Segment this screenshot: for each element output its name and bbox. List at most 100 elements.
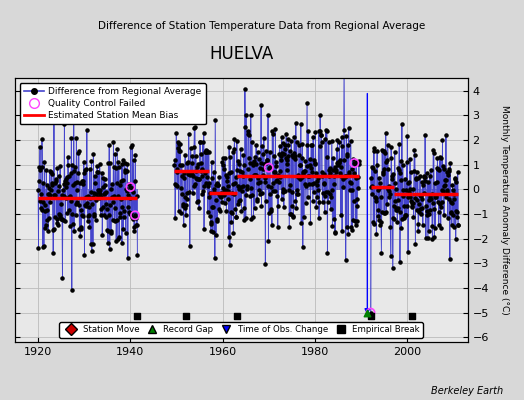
Point — [93, 169, 101, 176]
Point — [187, 169, 195, 175]
Point — [132, 214, 140, 221]
Point — [89, 194, 97, 200]
Point — [381, 150, 389, 156]
Point — [179, 203, 188, 209]
Point — [215, 174, 223, 180]
Point — [230, 136, 238, 142]
Point — [223, 174, 231, 180]
Point — [403, 132, 411, 139]
Point — [106, 229, 115, 236]
Point — [382, 209, 390, 216]
Point — [452, 178, 460, 185]
Point — [176, 148, 184, 154]
Point — [46, 192, 54, 198]
Point — [176, 141, 184, 148]
Point — [342, 132, 351, 139]
Point — [131, 212, 139, 218]
Point — [227, 190, 236, 196]
Point — [39, 198, 47, 205]
Point — [454, 222, 462, 228]
Point — [394, 165, 402, 171]
Point — [207, 220, 215, 227]
Point — [59, 187, 68, 194]
Point — [429, 200, 437, 206]
Point — [403, 180, 412, 186]
Point — [377, 249, 386, 256]
Point — [331, 230, 339, 236]
Point — [112, 217, 121, 224]
Point — [326, 191, 334, 198]
Point — [186, 172, 194, 178]
Point — [276, 174, 285, 180]
Point — [266, 149, 274, 155]
Point — [83, 200, 91, 206]
Point — [215, 208, 224, 214]
Point — [179, 222, 188, 228]
Point — [189, 190, 197, 196]
Point — [173, 169, 181, 175]
Point — [380, 148, 389, 154]
Point — [306, 219, 314, 226]
Point — [432, 164, 441, 171]
Point — [435, 154, 444, 160]
Point — [91, 173, 99, 180]
Point — [209, 204, 217, 210]
Point — [256, 191, 264, 198]
Point — [264, 238, 272, 244]
Point — [90, 210, 99, 217]
Point — [341, 257, 350, 263]
Point — [269, 188, 278, 194]
Point — [210, 186, 219, 192]
Point — [131, 151, 139, 158]
Point — [275, 151, 283, 157]
Point — [94, 186, 102, 193]
Point — [402, 158, 411, 165]
Point — [106, 202, 114, 208]
Point — [331, 229, 340, 235]
Point — [445, 256, 454, 262]
Point — [89, 151, 97, 158]
Point — [104, 160, 113, 166]
Point — [411, 194, 419, 201]
Point — [252, 161, 260, 167]
Point — [190, 143, 198, 150]
Point — [191, 168, 200, 174]
Point — [310, 180, 318, 186]
Point — [77, 226, 85, 233]
Point — [299, 168, 307, 175]
Point — [401, 176, 409, 182]
Point — [325, 166, 333, 173]
Point — [263, 157, 271, 163]
Point — [185, 171, 193, 177]
Point — [348, 155, 357, 162]
Point — [107, 181, 116, 187]
Point — [230, 191, 238, 197]
Point — [328, 187, 336, 193]
Point — [93, 163, 101, 169]
Point — [43, 207, 51, 213]
Point — [444, 166, 453, 172]
Point — [304, 181, 313, 187]
Point — [311, 160, 319, 166]
Point — [332, 169, 340, 176]
Point — [182, 313, 190, 320]
Point — [61, 178, 69, 185]
Point — [253, 198, 261, 204]
Point — [383, 201, 391, 208]
Point — [100, 176, 108, 182]
Point — [241, 124, 249, 131]
Point — [90, 190, 99, 196]
Point — [224, 234, 233, 240]
Point — [391, 198, 399, 204]
Point — [429, 150, 438, 157]
Point — [185, 242, 194, 249]
Point — [385, 183, 394, 190]
Point — [324, 139, 333, 146]
Point — [69, 182, 78, 188]
Point — [59, 216, 67, 223]
Point — [255, 178, 264, 185]
Point — [395, 170, 403, 176]
Point — [133, 222, 141, 228]
Point — [197, 160, 205, 166]
Point — [213, 218, 222, 224]
